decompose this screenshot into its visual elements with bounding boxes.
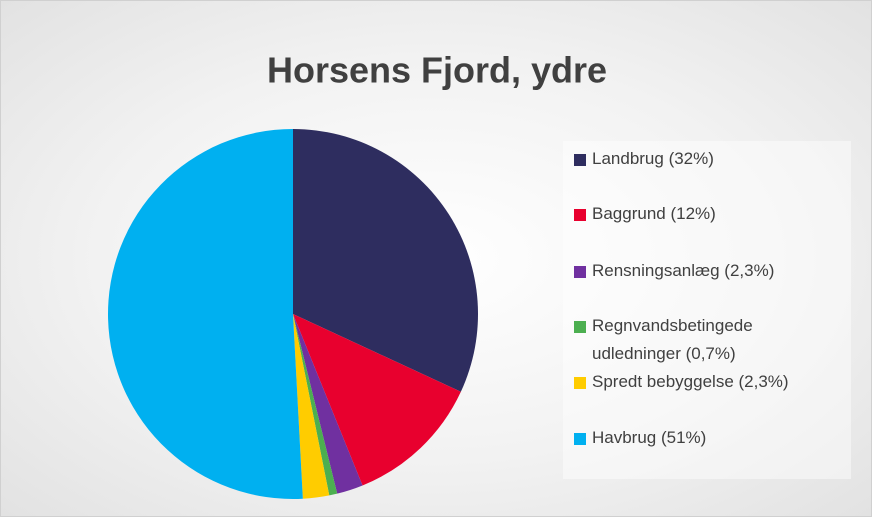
pie-slice (293, 314, 330, 499)
legend-swatch (574, 321, 586, 333)
legend-swatch (574, 154, 586, 166)
legend: Landbrug (32%) Baggrund (12%) Rensningsanl… (563, 141, 851, 479)
legend-label: Havbrug (51%) (592, 428, 707, 447)
pie-slice (293, 129, 479, 392)
legend-item: Rensningsanlæg (2,3%) (574, 257, 834, 285)
legend-item: Landbrug (32%) (574, 145, 834, 173)
legend-label: Rensningsanlæg (2,3%) (592, 261, 775, 280)
legend-label: Landbrug (32%) (592, 149, 714, 168)
legend-swatch (574, 209, 586, 221)
pie-slice (293, 314, 363, 494)
legend-swatch (574, 377, 586, 389)
legend-swatch (574, 266, 586, 278)
pie-slice (293, 314, 338, 496)
legend-item: Regnvandsbetingede udledninger (0,7%) (574, 312, 834, 368)
legend-label: Regnvandsbetingede udledninger (0,7%) (592, 316, 753, 363)
legend-swatch (574, 433, 586, 445)
pie-slice (107, 129, 303, 499)
legend-label: Baggrund (12%) (592, 204, 716, 223)
chart-title: Horsens Fjord, ydre (267, 50, 607, 91)
legend-item: Baggrund (12%) (574, 200, 834, 228)
legend-item: Havbrug (51%) (574, 424, 834, 452)
legend-label: Spredt bebyggelse (2,3%) (592, 372, 789, 391)
legend-item: Spredt bebyggelse (2,3%) (574, 368, 834, 396)
pie-slice (293, 314, 461, 486)
